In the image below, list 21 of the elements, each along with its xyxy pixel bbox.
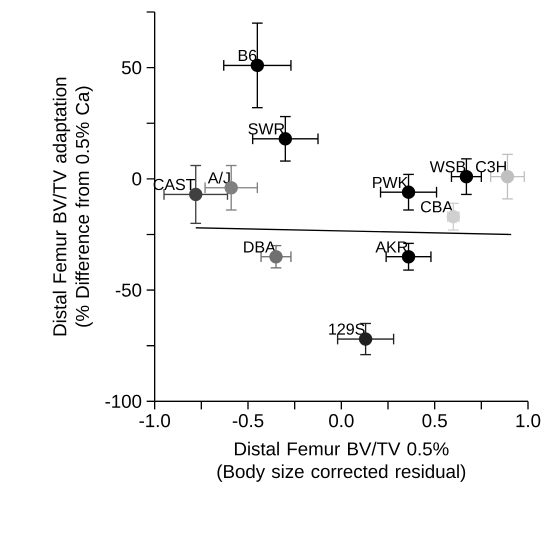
x-axis-title: Distal Femur BV/TV 0.5% (Body size corrected residual) — [217, 442, 466, 482]
y-tick-label: 50 — [122, 60, 142, 74]
annotation: CBA — [420, 200, 454, 212]
annotation: PWK — [373, 176, 408, 188]
annotation: 129S — [329, 323, 365, 335]
annotation: B6 — [238, 50, 256, 61]
annotation: C3H — [476, 160, 506, 172]
x-tick-label: -1.0 — [139, 414, 170, 428]
y-tick-label: -50 — [116, 283, 142, 297]
annotation: SWR — [248, 123, 284, 134]
x-tick-label: 0.5 — [422, 414, 447, 428]
annotation: WSB — [430, 160, 466, 172]
annotation: A/J — [208, 172, 230, 184]
y-tick-label: -100 — [105, 394, 142, 408]
annotation: DBA — [244, 241, 276, 252]
x-tick-label: 0.0 — [329, 414, 354, 428]
x-tick-label: 1.0 — [516, 414, 540, 428]
annotation: AKR — [375, 241, 408, 252]
x-tick-label: -0.5 — [232, 414, 264, 428]
y-tick-label: 0 — [132, 172, 142, 186]
y-axis-title: Distal Femur BV/TV adaptation (% Difference from 0.5% Ca) — [52, 78, 93, 336]
